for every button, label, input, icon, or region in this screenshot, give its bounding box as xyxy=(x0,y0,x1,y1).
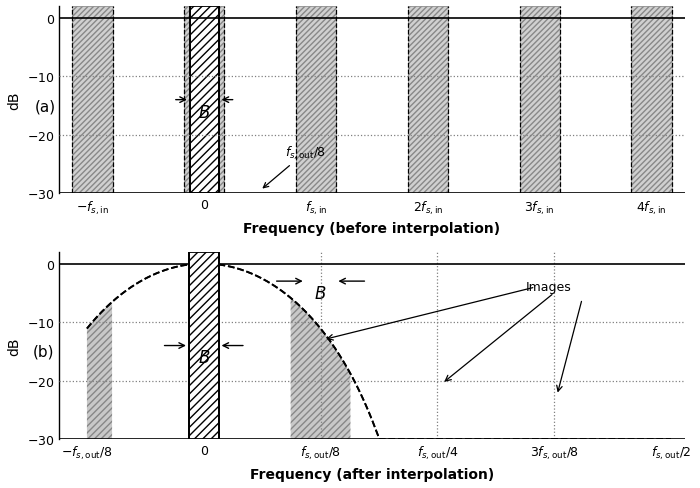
Text: Images: Images xyxy=(526,281,572,294)
Bar xyxy=(296,7,336,194)
Bar xyxy=(631,7,671,194)
Text: $B$: $B$ xyxy=(198,103,211,122)
Bar xyxy=(72,7,113,194)
X-axis label: Frequency (after interpolation): Frequency (after interpolation) xyxy=(250,467,494,481)
Bar xyxy=(184,7,225,194)
Text: (b): (b) xyxy=(32,344,54,359)
Bar xyxy=(184,7,225,194)
Bar xyxy=(519,7,560,194)
Bar xyxy=(72,7,113,194)
Text: $B$: $B$ xyxy=(197,349,210,366)
Y-axis label: dB: dB xyxy=(7,91,21,110)
Bar xyxy=(190,7,219,194)
Bar xyxy=(296,7,336,194)
Bar xyxy=(407,7,448,194)
Bar xyxy=(519,7,560,194)
Text: $B$: $B$ xyxy=(314,285,327,303)
X-axis label: Frequency (before interpolation): Frequency (before interpolation) xyxy=(244,222,500,236)
Text: (a): (a) xyxy=(35,99,56,114)
Text: $f_{s,\mathrm{out}}/8$: $f_{s,\mathrm{out}}/8$ xyxy=(263,144,326,188)
Bar xyxy=(407,7,448,194)
Bar xyxy=(631,7,671,194)
Y-axis label: dB: dB xyxy=(7,337,21,355)
Bar xyxy=(189,252,218,439)
